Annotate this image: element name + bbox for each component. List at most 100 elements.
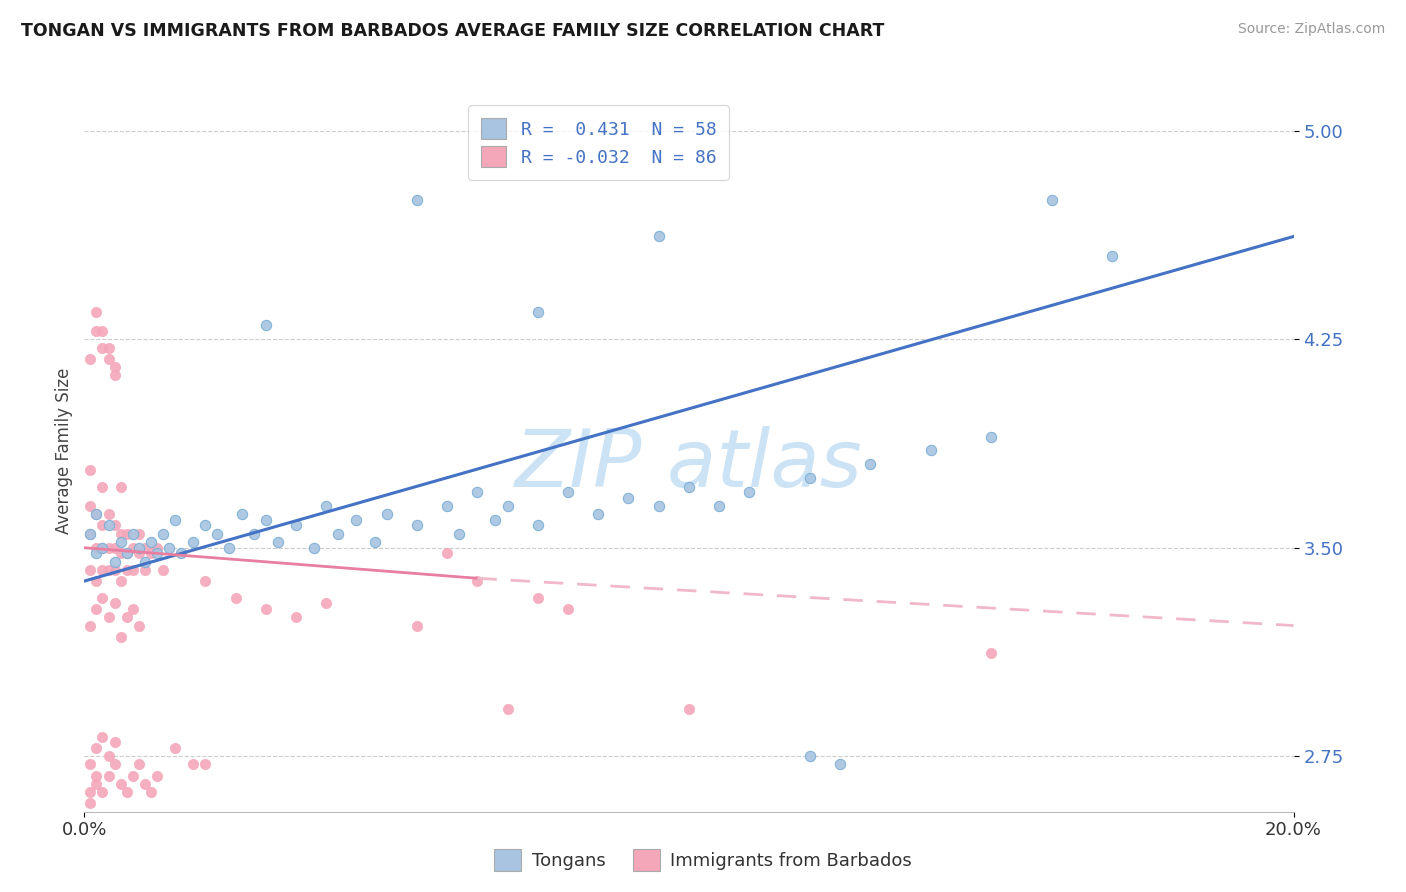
Text: ZIP atlas: ZIP atlas xyxy=(515,425,863,504)
Legend: Tongans, Immigrants from Barbados: Tongans, Immigrants from Barbados xyxy=(486,842,920,879)
Point xyxy=(134,541,156,555)
Point xyxy=(648,499,671,513)
Point xyxy=(254,318,277,333)
Point xyxy=(110,546,132,560)
Point xyxy=(527,304,550,318)
Point xyxy=(557,602,579,616)
Point xyxy=(152,563,174,577)
Point xyxy=(128,546,150,560)
Point xyxy=(165,513,187,527)
Point xyxy=(170,546,193,560)
Point xyxy=(134,777,156,791)
Point xyxy=(285,518,308,533)
Point xyxy=(91,730,114,744)
Point xyxy=(128,618,150,632)
Point xyxy=(97,563,120,577)
Point xyxy=(110,630,132,644)
Point xyxy=(225,591,247,605)
Point xyxy=(104,563,127,577)
Point xyxy=(91,591,114,605)
Point xyxy=(128,526,150,541)
Point xyxy=(254,602,277,616)
Point xyxy=(709,499,731,513)
Point xyxy=(128,541,150,555)
Point xyxy=(91,563,114,577)
Point xyxy=(86,740,108,755)
Point xyxy=(467,574,489,588)
Point xyxy=(115,546,138,560)
Point xyxy=(110,526,132,541)
Text: TONGAN VS IMMIGRANTS FROM BARBADOS AVERAGE FAMILY SIZE CORRELATION CHART: TONGAN VS IMMIGRANTS FROM BARBADOS AVERA… xyxy=(21,22,884,40)
Point xyxy=(97,610,120,624)
Point xyxy=(79,351,101,366)
Point xyxy=(980,429,1002,443)
Point xyxy=(231,508,253,522)
Point xyxy=(267,535,290,549)
Legend: R =  0.431  N = 58, R = -0.032  N = 86: R = 0.431 N = 58, R = -0.032 N = 86 xyxy=(468,105,728,179)
Point xyxy=(79,526,101,541)
Point xyxy=(86,768,108,783)
Point xyxy=(648,229,671,244)
Point xyxy=(115,563,138,577)
Point xyxy=(678,702,700,716)
Point xyxy=(799,471,821,485)
Point xyxy=(678,480,700,494)
Point xyxy=(254,513,277,527)
Point xyxy=(1040,194,1063,208)
Point xyxy=(146,546,169,560)
Point xyxy=(152,526,174,541)
Point xyxy=(406,518,429,533)
Point xyxy=(139,546,162,560)
Point xyxy=(980,646,1002,660)
Point xyxy=(115,526,138,541)
Point xyxy=(86,304,108,318)
Point xyxy=(110,777,132,791)
Point xyxy=(146,541,169,555)
Point xyxy=(97,351,120,366)
Point xyxy=(86,508,108,522)
Point xyxy=(86,324,108,338)
Point xyxy=(738,485,761,500)
Point xyxy=(97,749,120,764)
Point xyxy=(375,508,398,522)
Point xyxy=(79,463,101,477)
Point xyxy=(110,480,132,494)
Point xyxy=(436,546,458,560)
Point xyxy=(557,485,579,500)
Point xyxy=(91,541,114,555)
Point xyxy=(86,574,108,588)
Point xyxy=(920,443,942,458)
Point xyxy=(86,602,108,616)
Point xyxy=(104,757,127,772)
Point xyxy=(97,341,120,355)
Point xyxy=(104,735,127,749)
Point xyxy=(79,797,101,811)
Point xyxy=(97,541,120,555)
Y-axis label: Average Family Size: Average Family Size xyxy=(55,368,73,533)
Point xyxy=(285,610,308,624)
Point xyxy=(91,341,114,355)
Point xyxy=(121,563,143,577)
Point xyxy=(91,480,114,494)
Point xyxy=(449,526,471,541)
Point xyxy=(139,785,162,799)
Point xyxy=(588,508,610,522)
Point xyxy=(97,518,120,533)
Point xyxy=(79,563,101,577)
Point xyxy=(115,546,138,560)
Point xyxy=(115,610,138,624)
Point xyxy=(302,541,325,555)
Point xyxy=(406,194,429,208)
Point xyxy=(97,768,120,783)
Point xyxy=(315,499,337,513)
Point xyxy=(79,785,101,799)
Point xyxy=(207,526,229,541)
Point xyxy=(617,491,640,505)
Point xyxy=(128,757,150,772)
Point xyxy=(496,499,519,513)
Point xyxy=(134,555,156,569)
Point xyxy=(79,757,101,772)
Point xyxy=(104,360,127,375)
Point xyxy=(139,535,162,549)
Point xyxy=(115,785,138,799)
